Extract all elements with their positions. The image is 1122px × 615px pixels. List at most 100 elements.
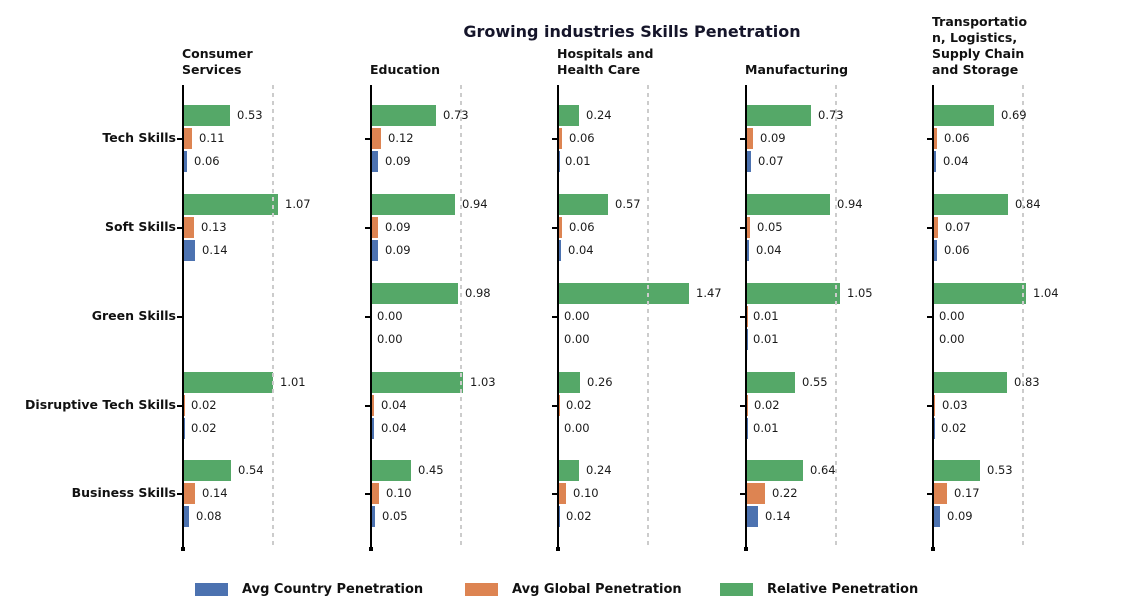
y-tick [740,316,745,318]
bar-relative-penetration [372,194,455,215]
value-label: 0.55 [802,375,828,389]
y-tick [552,138,557,140]
bar-avg-global-penetration [559,217,562,238]
bar-avg-country-penetration [934,506,940,527]
y-tick [552,405,557,407]
value-label: 0.09 [760,131,786,145]
bar-avg-global-penetration [372,483,379,504]
value-label: 0.04 [943,154,969,168]
bar-relative-penetration [184,460,231,481]
value-label: 0.00 [377,332,403,346]
bar-avg-country-penetration [747,329,748,350]
value-label: 1.07 [285,197,311,211]
bar-avg-country-penetration [559,151,560,172]
chart-title: Growing industries Skills Penetration [463,22,801,41]
bar-avg-global-penetration [184,217,194,238]
bar-relative-penetration [934,194,1008,215]
value-label: 0.00 [564,421,590,435]
value-label: 0.84 [1015,197,1041,211]
panel-title: Manufacturing [745,62,849,77]
axis-spine [370,85,372,547]
bar-relative-penetration [747,372,795,393]
value-label: 0.02 [566,509,592,523]
y-tick [927,316,932,318]
y-tick [177,138,182,140]
bar-avg-country-penetration [747,506,758,527]
value-label: 0.83 [1014,375,1040,389]
value-label: 0.94 [462,197,488,211]
value-label: 0.01 [753,309,779,323]
value-label: 0.09 [385,243,411,257]
value-label: 0.00 [939,309,965,323]
legend-swatch [195,582,228,596]
y-tick [177,405,182,407]
value-label: 0.07 [758,154,784,168]
bar-avg-global-penetration [372,128,381,149]
legend-item-avg-country-penetration: Avg Country Penetration [195,581,423,597]
value-label: 0.02 [754,398,780,412]
axis-spine [557,85,559,547]
value-label: 0.04 [756,243,782,257]
value-label: 0.45 [418,463,444,477]
y-tick [927,493,932,495]
legend-item-avg-global-penetration: Avg Global Penetration [465,581,682,597]
value-label: 0.54 [238,463,264,477]
y-tick [177,227,182,229]
bar-relative-penetration [372,283,458,304]
bar-relative-penetration [559,194,608,215]
bar-relative-penetration [559,283,689,304]
value-label: 0.00 [939,332,965,346]
value-label: 0.05 [382,509,408,523]
bar-relative-penetration [747,283,840,304]
value-label: 0.09 [385,154,411,168]
bar-avg-global-penetration [747,483,765,504]
value-label: 0.73 [443,108,469,122]
y-tick [552,316,557,318]
value-label: 0.12 [388,131,414,145]
legend-swatch [465,582,498,596]
bar-avg-country-penetration [184,240,195,261]
bar-relative-penetration [747,194,830,215]
value-label: 0.53 [987,463,1013,477]
axis-bottom-tick [369,547,373,551]
panel-title: Consumer Services [182,46,253,77]
bar-relative-penetration [934,372,1007,393]
axis-bottom-tick [181,547,185,551]
value-label: 0.13 [201,220,227,234]
value-label: 0.73 [818,108,844,122]
value-label: 0.06 [194,154,220,168]
value-label: 1.04 [1033,286,1059,300]
value-label: 0.69 [1001,108,1027,122]
bar-relative-penetration [559,105,579,126]
bar-avg-country-penetration [559,506,560,527]
y-tick [365,405,370,407]
bar-avg-global-penetration [184,128,192,149]
value-label: 0.02 [191,398,217,412]
value-label: 0.22 [772,486,798,500]
legend-label: Avg Country Penetration [242,581,424,597]
value-label: 1.05 [847,286,873,300]
value-label: 0.01 [753,421,779,435]
bar-avg-global-penetration [747,128,753,149]
value-label: 0.94 [837,197,863,211]
bar-avg-global-penetration [934,217,938,238]
bar-relative-penetration [559,460,579,481]
category-label: Green Skills [91,308,176,323]
value-label: 0.24 [586,108,612,122]
y-tick [740,493,745,495]
bar-avg-global-penetration [372,395,374,416]
bar-relative-penetration [184,194,278,215]
reference-grid-line [835,85,837,547]
bar-avg-country-penetration [184,418,185,439]
value-label: 0.08 [196,509,222,523]
bar-relative-penetration [747,460,803,481]
reference-grid-line [460,85,462,547]
bar-avg-country-penetration [747,151,751,172]
panel: 0.69 0.06 0.04 0.84 0.07 0.06 1.04 0.00 0.00 0.83… [927,85,1118,551]
value-label: 0.10 [573,486,599,500]
y-tick [365,227,370,229]
value-label: 0.11 [199,131,225,145]
value-label: 0.98 [465,286,491,300]
value-label: 0.01 [753,332,779,346]
bar-avg-global-penetration [747,395,748,416]
